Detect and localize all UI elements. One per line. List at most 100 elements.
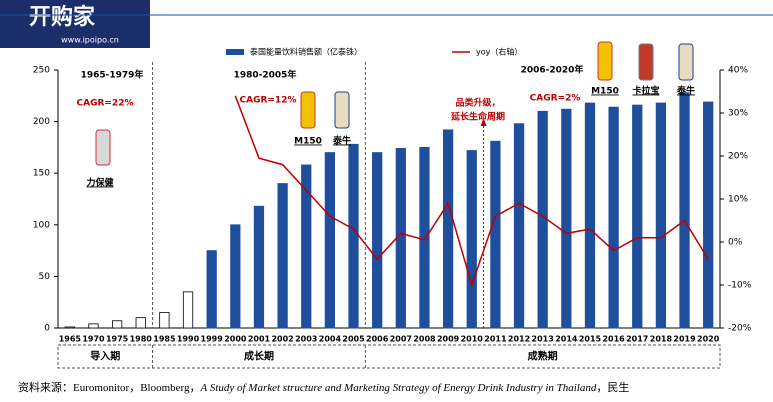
yoy-line — [234, 95, 709, 288]
y2-tick-label: 40% — [728, 66, 748, 76]
annotation: M150 — [294, 137, 322, 147]
y2-tick-label: -20% — [728, 324, 752, 334]
bar — [561, 108, 572, 329]
annotation: 品类升级， — [455, 97, 500, 109]
phase-label: 成长期 — [244, 350, 274, 363]
bar — [442, 129, 454, 329]
bar — [466, 150, 477, 329]
annotation: 卡拉宝 — [632, 85, 659, 97]
x-tick-label: 2000 — [224, 335, 247, 344]
source-part: ，民生 — [596, 380, 629, 394]
y2-tick-label: -10% — [728, 281, 752, 291]
bar — [277, 183, 288, 329]
annotation: 延长生命周期 — [450, 111, 505, 123]
bottle — [95, 129, 111, 166]
x-tick-label: 2016 — [602, 335, 625, 344]
y-tick-label: 100 — [33, 220, 50, 230]
bar — [111, 320, 123, 329]
watermark-url: www.ipoipo.cn — [61, 36, 119, 45]
y-tick-label: 250 — [33, 66, 50, 76]
bar — [608, 106, 619, 329]
annotation: 力保健 — [86, 177, 113, 189]
annotation: 泰牛 — [332, 135, 351, 147]
x-tick-label: 2008 — [413, 335, 436, 344]
x-tick-label: 2020 — [697, 335, 720, 344]
x-tick-label: 1999 — [201, 335, 224, 344]
upgrade-arrow-head — [480, 118, 487, 126]
watermark-brand: 开购家 — [29, 4, 96, 30]
x-tick-label: 2002 — [271, 335, 293, 344]
legend-swatch — [226, 49, 244, 55]
bar — [632, 104, 643, 329]
x-tick-label: 1990 — [177, 335, 200, 344]
x-tick-label: 2018 — [650, 335, 673, 344]
x-tick-label: 2013 — [532, 335, 554, 344]
source-part: A Study of Market structure and Marketin… — [200, 382, 597, 394]
annotation: 泰牛 — [676, 85, 695, 97]
bottle-images — [95, 41, 694, 166]
bar — [372, 152, 383, 329]
annotation: 1980-2005年 — [234, 69, 297, 81]
y-tick-label: 50 — [39, 272, 51, 282]
bar — [135, 317, 146, 329]
x-tick-label: 2009 — [437, 335, 460, 344]
annotation: 1965-1979年 — [81, 69, 144, 81]
phase-label: 成熟期 — [528, 350, 558, 363]
x-tick-label: 2015 — [579, 335, 602, 344]
bottle — [300, 91, 316, 129]
bar — [206, 250, 217, 329]
x-tick-label: 1975 — [106, 335, 129, 344]
y2-tick-label: 30% — [728, 109, 748, 119]
annotation: CAGR=12% — [240, 96, 297, 106]
bar — [679, 92, 690, 329]
bar — [537, 110, 548, 329]
y2-tick-label: 20% — [728, 152, 748, 162]
x-tick-label: 2014 — [555, 335, 578, 344]
x-tick-label: 1980 — [130, 335, 153, 344]
legend-label: 泰国能量饮料销售额（亿泰铢） — [250, 47, 362, 57]
x-tick-label: 2011 — [484, 335, 507, 344]
bar — [584, 102, 596, 329]
bar — [253, 205, 265, 329]
y-tick-label: 200 — [33, 117, 50, 127]
bar — [513, 123, 525, 329]
bar — [703, 101, 714, 329]
y-tick-label: 150 — [33, 169, 50, 179]
bar — [348, 143, 359, 329]
bar — [230, 224, 241, 329]
source: 资料来源：Euromonitor，Bloomberg，A Study of Ma… — [18, 380, 629, 394]
phase-box — [57, 344, 721, 369]
bar — [324, 152, 336, 329]
bar — [419, 146, 430, 329]
x-tick-label: 2001 — [248, 335, 271, 344]
annotation: 2006-2020年 — [521, 64, 584, 76]
x-tick-label: 2003 — [295, 335, 317, 344]
y2-tick-label: 10% — [728, 195, 748, 205]
annotation: CAGR=22% — [77, 99, 134, 109]
bar — [88, 323, 99, 329]
x-tick-label: 1965 — [59, 335, 82, 344]
bottle — [597, 41, 613, 81]
x-tick-label: 2007 — [390, 335, 412, 344]
bottle — [638, 43, 654, 81]
annotation: M150 — [591, 87, 619, 97]
x-tick-label: 2005 — [342, 335, 365, 344]
bottle — [334, 91, 350, 129]
bar — [490, 140, 501, 329]
bar — [182, 291, 194, 329]
y-tick-label: 0 — [44, 324, 50, 334]
phase-label: 导入期 — [90, 350, 120, 363]
annotation: CAGR=2% — [530, 94, 581, 104]
x-tick-label: 2004 — [319, 335, 342, 344]
legend-label: yoy（右轴） — [476, 47, 522, 57]
y2-tick-label: 0% — [728, 238, 743, 248]
x-tick-label: 2006 — [366, 335, 389, 344]
bar — [655, 102, 667, 329]
source-part: 资料来源：Euromonitor，Bloomberg， — [18, 380, 201, 394]
bar — [395, 148, 406, 329]
x-tick-label: 1985 — [153, 335, 176, 344]
x-tick-label: 2017 — [626, 335, 648, 344]
watermark-box — [0, 0, 150, 48]
